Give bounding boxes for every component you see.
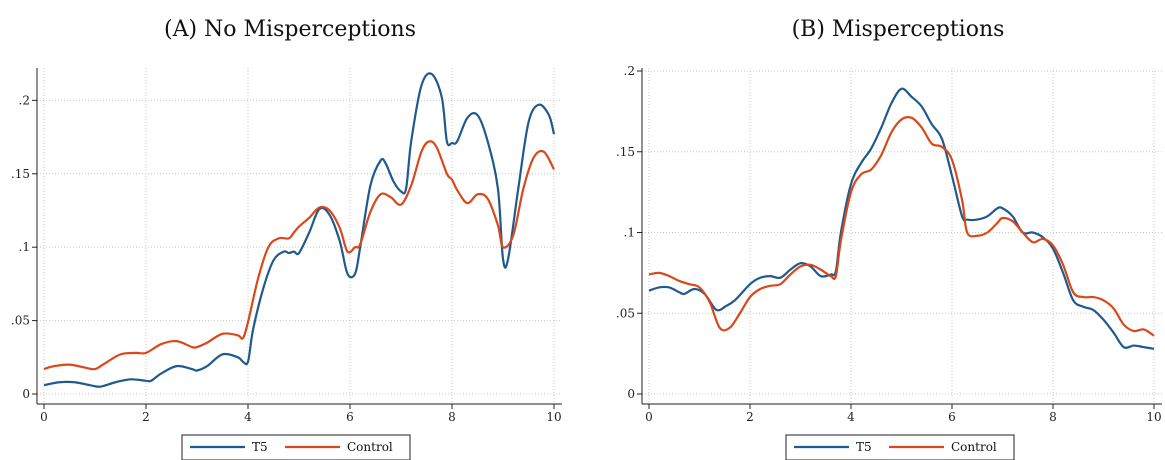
x-tick-label: 2	[746, 410, 754, 424]
x-tick-label: 2	[142, 410, 150, 424]
x-tick-label: 4	[847, 410, 855, 424]
y-tick-label: .1	[624, 226, 635, 240]
x-tick-label: 6	[948, 410, 956, 424]
legend-label: T5	[252, 440, 268, 454]
x-tick-label: 10	[546, 410, 561, 424]
chart-panel-b: (B) Misperceptions 0 2 4 6 8 10 0 .05 .1 .15 .2 T5 Co…	[616, 17, 1162, 460]
series-line-control	[43, 140, 555, 371]
x-tick-label: 0	[645, 410, 653, 424]
y-tick-label: .15	[11, 167, 30, 181]
series-line-t5	[648, 87, 1155, 350]
chart-title: (B) Misperceptions	[792, 17, 1005, 42]
y-tick-label: .1	[19, 240, 30, 254]
x-tick-label: 4	[244, 410, 252, 424]
y-tick-label: .2	[19, 93, 30, 107]
y-tick-label: .05	[11, 314, 30, 328]
x-tick-label: 10	[1146, 410, 1161, 424]
legend: T5 Control	[181, 434, 411, 460]
y-tick-label: .2	[624, 64, 635, 78]
legend-label: Control	[951, 440, 997, 454]
x-tick-label: 8	[1049, 410, 1057, 424]
legend-label: Control	[347, 440, 393, 454]
x-tick-label: 8	[448, 410, 456, 424]
series-line-control	[648, 116, 1155, 337]
chart-title: (A) No Misperceptions	[164, 17, 416, 42]
y-tick-label: 0	[22, 387, 30, 401]
chart-panel-a: (A) No Misperceptions 0 2 4 6 8 10 0 .05 .1 .15 .2 T…	[11, 17, 562, 460]
x-tick-label: 6	[346, 410, 354, 424]
y-tick-label: .15	[616, 145, 635, 159]
legend: T5 Control	[785, 434, 1015, 460]
series-line-t5	[43, 72, 556, 388]
y-tick-label: 0	[627, 387, 635, 401]
x-tick-label: 0	[40, 410, 48, 424]
y-tick-label: .05	[616, 306, 635, 320]
legend-label: T5	[856, 440, 872, 454]
